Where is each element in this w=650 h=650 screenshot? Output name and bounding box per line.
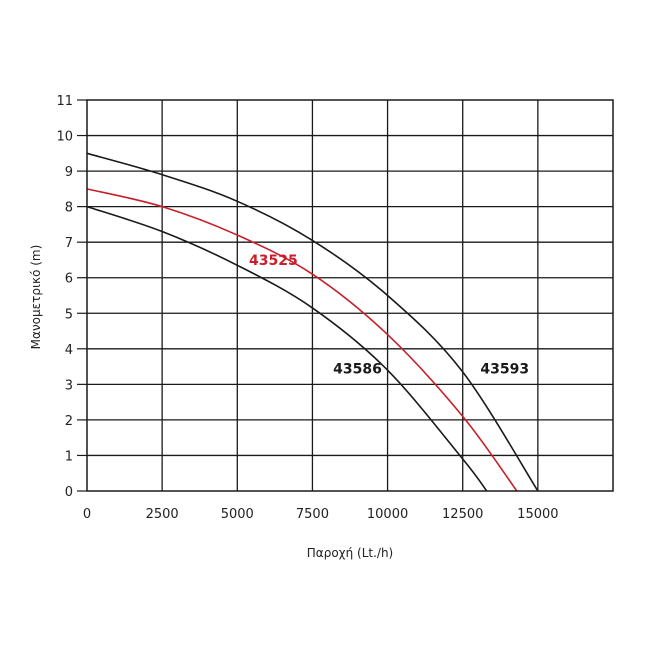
x-axis-ticks: 0 2500 5000 7500 10000 12500 15000 <box>83 507 559 522</box>
x-tick-label: 5000 <box>221 507 254 522</box>
x-tick-label: 0 <box>83 507 91 522</box>
y-tick-label: 1 <box>65 449 73 464</box>
y-tick-label: 0 <box>65 485 73 500</box>
y-tick-label: 5 <box>65 307 73 322</box>
y-tick-label: 2 <box>65 414 73 429</box>
series-label-43525: 43525 <box>249 253 298 269</box>
grid <box>87 100 613 491</box>
plot-border <box>86 99 614 492</box>
series-labels: 43586 43525 43593 <box>249 253 529 377</box>
series-line-43586 <box>86 205 488 492</box>
x-axis-title: Παροχή (Lt./h) <box>307 546 393 560</box>
y-tick-label: 9 <box>65 165 73 180</box>
series-lines <box>86 152 539 492</box>
x-tick-label: 7500 <box>296 507 329 522</box>
series-line-43525 <box>86 188 518 492</box>
y-tick-label: 4 <box>65 343 73 358</box>
x-tick-label: 2500 <box>146 507 179 522</box>
y-tick-label: 6 <box>65 272 73 287</box>
x-tick-label: 12500 <box>442 507 483 522</box>
series-label-43593: 43593 <box>480 361 529 377</box>
y-axis-title: Μανομετρικό (m) <box>29 245 43 350</box>
y-tick-label: 7 <box>65 236 73 251</box>
y-tick-label: 3 <box>65 378 73 393</box>
series-line-43593 <box>86 152 539 492</box>
series-label-43586: 43586 <box>333 361 382 377</box>
x-tick-label: 15000 <box>517 507 558 522</box>
y-tick-label: 10 <box>56 130 73 145</box>
plot-frame <box>86 99 614 492</box>
y-tick-label: 8 <box>65 201 73 216</box>
x-tick-label: 10000 <box>367 507 408 522</box>
y-axis-ticks: 0 1 2 3 4 5 6 7 8 9 10 11 <box>56 94 87 500</box>
y-tick-label: 11 <box>56 94 73 109</box>
